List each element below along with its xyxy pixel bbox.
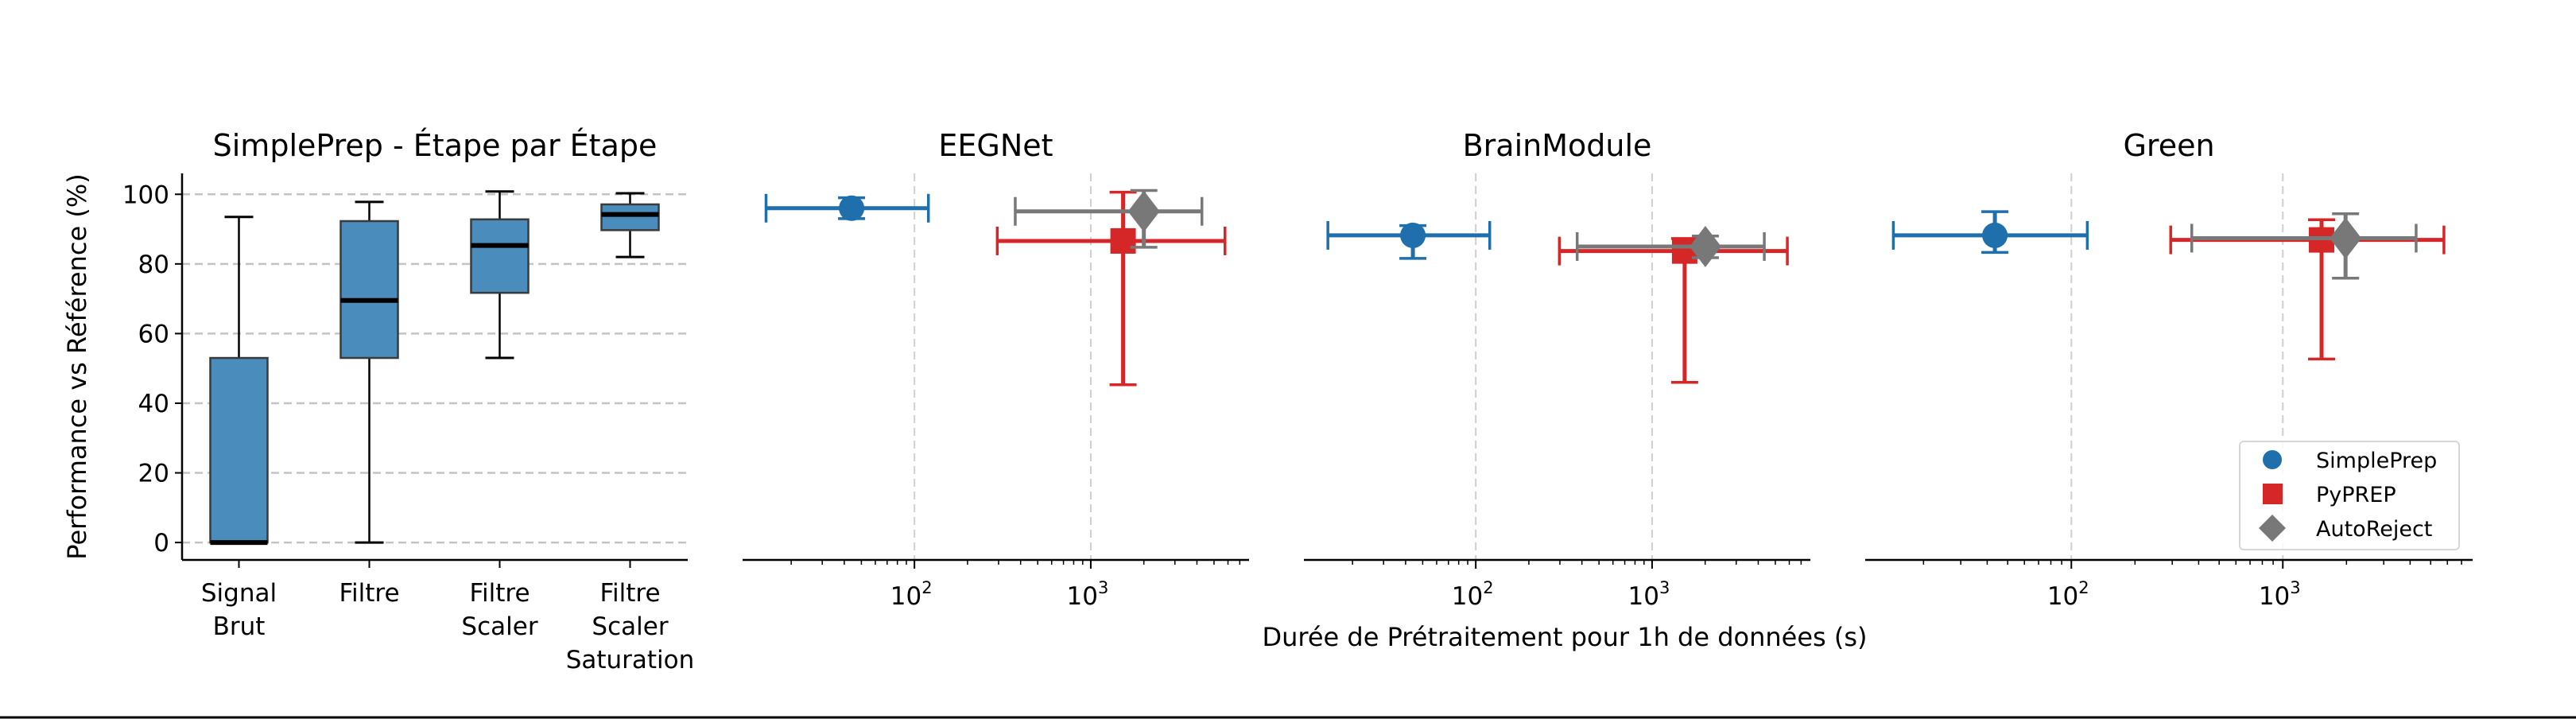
legend-item: PyPREP bbox=[2263, 483, 2396, 507]
x-tick-label: Saturation bbox=[566, 646, 695, 674]
y-tick-label: 80 bbox=[138, 251, 169, 279]
point-simpleprep bbox=[1891, 210, 2089, 255]
diamond-marker bbox=[1689, 225, 1721, 267]
legend-frame bbox=[2239, 441, 2460, 550]
x-tick-label: Scaler bbox=[592, 612, 668, 641]
y-tick-label: 20 bbox=[138, 460, 169, 488]
x-tick-label: Scaler bbox=[461, 612, 537, 641]
legend: SimplePrep PyPREP AutoReject bbox=[2239, 441, 2460, 550]
legend-item: SimplePrep bbox=[2263, 449, 2437, 473]
diamond-marker bbox=[1127, 190, 1160, 232]
panel-title: EEGNet bbox=[938, 128, 1053, 163]
y-tick-label: 100 bbox=[122, 181, 169, 209]
x-tick-label: Brut bbox=[213, 612, 266, 641]
box-2 bbox=[470, 190, 530, 360]
x-tick-label: 103 bbox=[1067, 578, 1109, 611]
diamond-marker bbox=[2259, 515, 2286, 542]
x-tick-label: 103 bbox=[1628, 578, 1670, 611]
y-tick-label: 60 bbox=[138, 320, 169, 348]
box-0 bbox=[209, 216, 269, 546]
x-tick-label: Filtre bbox=[469, 579, 530, 608]
x-tick-label: Filtre bbox=[599, 579, 660, 608]
point-pyprep bbox=[995, 190, 1227, 387]
legend-item: AutoReject bbox=[2259, 515, 2432, 542]
panel-title: SimplePrep - Étape par Étape bbox=[213, 128, 658, 163]
panel-title: Green bbox=[2123, 128, 2214, 163]
legend-label: PyPREP bbox=[2316, 483, 2396, 507]
circle-marker bbox=[1400, 222, 1426, 248]
x-tick-label: Signal bbox=[201, 579, 277, 608]
point-pyprep bbox=[1558, 236, 1789, 384]
square-marker bbox=[1110, 227, 1136, 254]
shared-x-axis-label: Durée de Prétraitement pour 1h de donnée… bbox=[1262, 622, 1867, 652]
diamond-marker bbox=[2330, 217, 2362, 259]
point-autoreject bbox=[1575, 225, 1766, 267]
box-body bbox=[470, 218, 530, 294]
y-tick-label: 0 bbox=[153, 529, 169, 558]
y-axis-label: Performance vs Référence (%) bbox=[62, 173, 92, 559]
point-autoreject bbox=[2190, 212, 2418, 280]
circle-marker bbox=[839, 195, 865, 221]
circle-marker bbox=[1982, 222, 2008, 248]
x-tick-label: 103 bbox=[2259, 578, 2301, 611]
x-tick-label: Filtre bbox=[339, 579, 399, 608]
x-tick-label: 102 bbox=[890, 578, 933, 611]
point-autoreject bbox=[1014, 188, 1204, 249]
box-body bbox=[600, 203, 660, 231]
box-body bbox=[339, 220, 399, 360]
y-tick-label: 40 bbox=[138, 390, 169, 418]
point-simpleprep bbox=[764, 193, 930, 223]
circle-marker bbox=[2263, 450, 2282, 469]
box-3 bbox=[600, 192, 660, 258]
point-pyprep bbox=[2169, 218, 2446, 361]
box-body bbox=[209, 356, 269, 544]
square-marker bbox=[2263, 484, 2283, 504]
panel-title: BrainModule bbox=[1463, 128, 1652, 163]
x-tick-label: 102 bbox=[2047, 578, 2089, 611]
x-tick-label: 102 bbox=[1452, 578, 1494, 611]
legend-label: AutoReject bbox=[2316, 517, 2432, 542]
box-1 bbox=[339, 200, 399, 544]
point-simpleprep bbox=[1326, 220, 1492, 260]
legend-label: SimplePrep bbox=[2316, 449, 2437, 473]
